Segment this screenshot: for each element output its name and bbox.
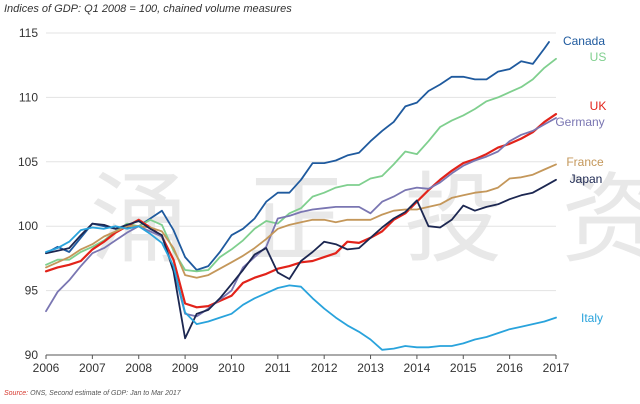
chart-subtitle: Indices of GDP: Q1 2008 = 100, chained v… [4,3,292,15]
source-note: Source: ONS, Second estimate of GDP: Jan… [4,390,181,397]
x-tick-label-2006: 2006 [33,361,60,375]
y-tick-label-95: 95 [25,284,39,298]
source-label: Source: [4,390,29,397]
y-tick-label-100: 100 [18,219,38,233]
y-tick-label-105: 105 [18,155,38,169]
series-line-japan [45,178,557,340]
series-label-us: US [590,50,607,64]
x-tick-label-2015: 2015 [450,361,477,375]
series-label-canada: Canada [563,34,605,48]
y-tick-label-90: 90 [25,348,39,362]
grid-lines [46,32,556,292]
series-label-uk: UK [590,99,607,113]
y-tick-label-110: 110 [19,90,38,104]
x-tick-label-2009: 2009 [172,361,199,375]
series-line-france [45,163,557,279]
series-lines [44,41,558,351]
series-line-us [45,57,557,273]
x-tick-label-2017: 2017 [543,361,570,375]
x-tick-label-2012: 2012 [311,361,338,375]
series-line-italy [45,225,557,351]
x-tick-label-2013: 2013 [357,361,384,375]
series-line-uk [44,113,558,309]
x-tick-label-2014: 2014 [404,361,431,375]
series-line-germany [45,117,557,318]
series-label-germany: Germany [555,115,604,129]
y-tick-label-115: 115 [19,26,38,40]
series-label-japan: Japan [570,172,603,186]
axes: 90 95 100 105 110 115 2006 2007 2008 2009 2010 2011… [18,26,570,375]
x-tick-label-2007: 2007 [79,361,106,375]
series-label-france: France [566,155,604,169]
x-tick-label-2016: 2016 [496,361,523,375]
x-tick-label-2008: 2008 [125,361,152,375]
source-text: ONS, Second estimate of GDP: Jan to Mar … [30,390,181,397]
x-tick-label-2011: 2011 [265,361,291,375]
x-tick-label-2010: 2010 [218,361,245,375]
series-label-italy: Italy [581,311,603,325]
series-labels: Canada US UK Germany France Japan Italy [555,34,606,325]
